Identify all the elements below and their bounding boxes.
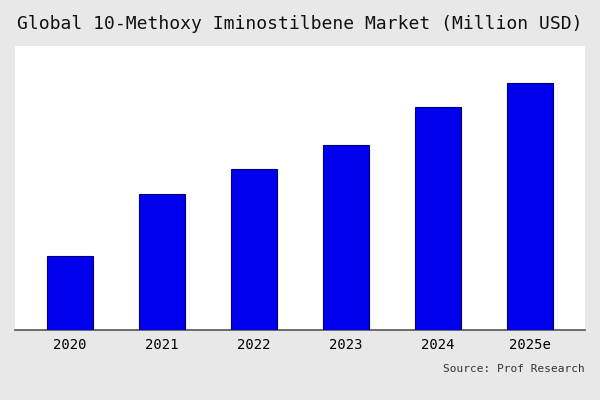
Title: Global 10-Methoxy Iminostilbene Market (Million USD): Global 10-Methoxy Iminostilbene Market (… — [17, 15, 583, 33]
Bar — [231, 169, 277, 330]
Bar — [507, 83, 553, 330]
Text: Source: Prof Research: Source: Prof Research — [443, 364, 585, 374]
Bar — [415, 108, 461, 330]
Bar — [47, 256, 93, 330]
Bar — [323, 144, 369, 330]
Bar — [139, 194, 185, 330]
